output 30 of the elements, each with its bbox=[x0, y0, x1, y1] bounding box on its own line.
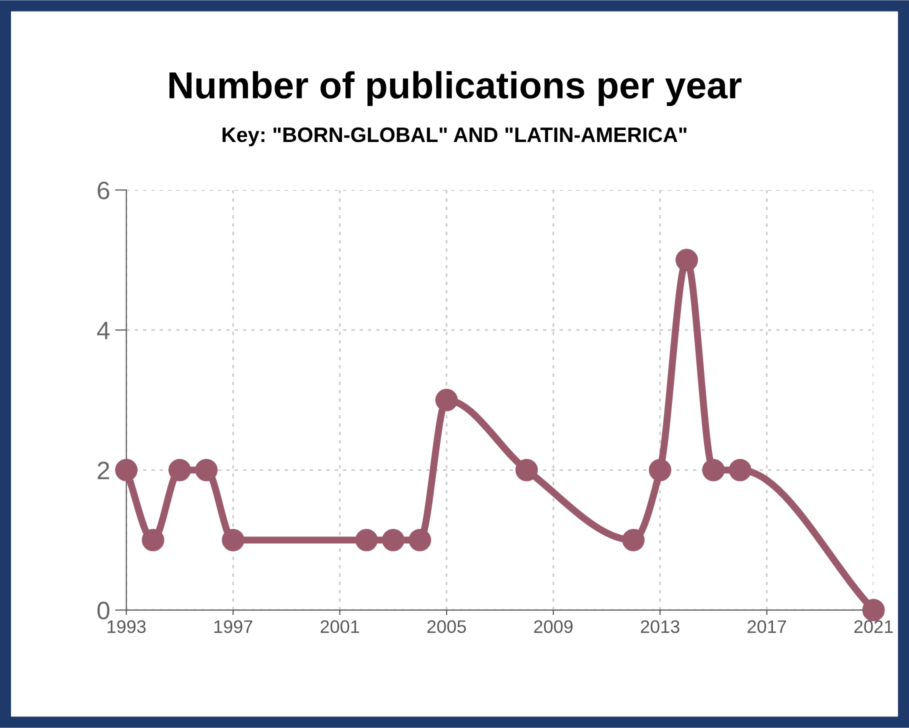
point bbox=[515, 458, 538, 482]
point bbox=[168, 458, 191, 482]
point bbox=[435, 388, 458, 412]
y-tick-label: 4 bbox=[97, 322, 110, 340]
x-tick-label: 2013 bbox=[640, 620, 680, 634]
point bbox=[115, 458, 138, 482]
y-tick-label: 2 bbox=[98, 462, 110, 480]
point bbox=[355, 528, 378, 552]
point bbox=[382, 528, 404, 552]
x-tick-label: 2005 bbox=[427, 620, 466, 634]
x-tick-label: 2021 bbox=[854, 620, 893, 634]
point bbox=[862, 598, 885, 622]
y-tick-label: 0 bbox=[97, 602, 110, 620]
chart-title: Number of publications per year bbox=[169, 71, 742, 106]
point bbox=[622, 528, 645, 552]
point bbox=[195, 458, 218, 482]
point bbox=[142, 528, 164, 552]
point bbox=[222, 528, 244, 552]
point bbox=[728, 458, 752, 482]
y-tick-label: 6 bbox=[98, 182, 110, 200]
x-tick-label: 1993 bbox=[108, 620, 146, 634]
point bbox=[702, 458, 725, 482]
point bbox=[648, 458, 672, 482]
point bbox=[408, 528, 432, 552]
x-tick-label: 2009 bbox=[534, 620, 573, 634]
x-tick-label: 1997 bbox=[214, 620, 252, 634]
x-tick-label: 2001 bbox=[320, 620, 360, 634]
x-tick-label: 2017 bbox=[748, 620, 786, 634]
point bbox=[676, 248, 698, 272]
chart-subtitle: Key: "BORN-GLOBAL" AND "LATIN-AMERICA" bbox=[222, 127, 686, 146]
